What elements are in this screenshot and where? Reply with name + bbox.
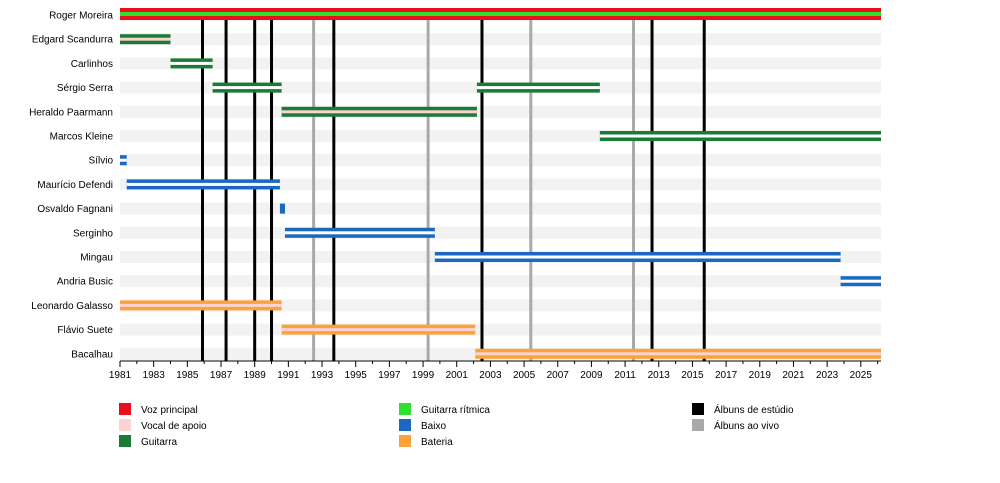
vocal-bar bbox=[120, 16, 881, 20]
member-name-label: Leonardo Galasso bbox=[31, 301, 113, 312]
member-name-label: Sílvio bbox=[89, 156, 114, 167]
row-band bbox=[120, 202, 881, 215]
row-band bbox=[120, 323, 881, 336]
x-tick-label: 1989 bbox=[244, 370, 267, 381]
row-band bbox=[120, 299, 881, 312]
row-band bbox=[120, 275, 881, 288]
row-band bbox=[120, 33, 881, 46]
backing-vocal-stripe bbox=[281, 328, 476, 332]
x-tick-label: 2023 bbox=[816, 370, 839, 381]
backing-vocal-stripe bbox=[120, 37, 171, 41]
backing-vocal-stripe bbox=[281, 110, 477, 114]
legend-label: Voz principal bbox=[141, 405, 198, 416]
vocal-bar bbox=[120, 8, 881, 12]
x-tick-label: 1983 bbox=[143, 370, 166, 381]
member-name-label: Bacalhau bbox=[71, 349, 113, 360]
x-tick-label: 2001 bbox=[446, 370, 469, 381]
bar-gap-stripe bbox=[170, 61, 213, 65]
x-tick-label: 2015 bbox=[681, 370, 704, 381]
x-tick-label: 2011 bbox=[614, 370, 636, 381]
member-name-label: Edgard Scandurra bbox=[32, 35, 114, 46]
legend-swatch-drums bbox=[399, 435, 411, 447]
member-name-label: Roger Moreira bbox=[49, 11, 113, 22]
legend-swatch-studio bbox=[692, 403, 704, 415]
legend-swatch-rhythm bbox=[399, 403, 411, 415]
x-tick-label: 1999 bbox=[412, 370, 435, 381]
bar-gap-stripe bbox=[599, 134, 881, 138]
member-name-label: Mingau bbox=[80, 253, 113, 264]
legend: Voz principal Vocal de apoio Guitarra Guita… bbox=[119, 403, 794, 448]
member-bars bbox=[120, 8, 881, 359]
member-name-label: Maurício Defendi bbox=[37, 180, 113, 191]
member-labels: Roger Moreira Edgard Scandurra Carlinhos Sé… bbox=[29, 11, 113, 361]
legend-label: Álbuns ao vivo bbox=[714, 419, 779, 432]
member-name-label: Heraldo Paarmann bbox=[29, 107, 113, 118]
bar-gap-stripe bbox=[212, 86, 282, 90]
bar-gap-stripe bbox=[840, 279, 881, 283]
x-tick-label: 2021 bbox=[782, 370, 805, 381]
x-tick-label: 1993 bbox=[311, 370, 334, 381]
legend-label: Guitarra bbox=[141, 437, 178, 448]
legend-swatch-guitar bbox=[119, 435, 131, 447]
x-tick-label: 2025 bbox=[850, 370, 873, 381]
legend-swatch-live bbox=[692, 419, 704, 431]
x-tick-label: 1987 bbox=[210, 370, 233, 381]
row-band bbox=[120, 105, 881, 118]
member-name-label: Osvaldo Fagnani bbox=[37, 204, 113, 215]
x-tick-label: 2017 bbox=[715, 370, 738, 381]
legend-swatch-backing bbox=[119, 419, 131, 431]
bass-bar bbox=[279, 203, 285, 214]
member-name-label: Flávio Suete bbox=[57, 325, 113, 336]
x-tick-label: 2019 bbox=[749, 370, 772, 381]
legend-swatch-bass bbox=[399, 419, 411, 431]
x-axis: 1981 1983 1985 1987 1989 1991 1993 1995 1997 1999… bbox=[109, 360, 881, 381]
bar-gap-stripe bbox=[120, 158, 127, 162]
member-name-label: Carlinhos bbox=[71, 59, 113, 70]
row-band bbox=[120, 154, 881, 167]
x-tick-label: 1995 bbox=[345, 370, 368, 381]
legend-label: Vocal de apoio bbox=[141, 421, 207, 432]
backing-vocal-stripe bbox=[475, 352, 881, 356]
album-lines bbox=[200, 20, 706, 361]
legend-label: Guitarra rítmica bbox=[421, 405, 490, 416]
x-tick-label: 2009 bbox=[580, 370, 603, 381]
x-tick-label: 1985 bbox=[176, 370, 199, 381]
row-band bbox=[120, 178, 881, 191]
member-name-label: Andria Busic bbox=[57, 277, 113, 288]
bar-gap-stripe bbox=[126, 182, 280, 186]
member-name-label: Marcos Kleine bbox=[50, 132, 114, 143]
member-name-label: Serginho bbox=[73, 228, 113, 239]
bar-gap-stripe bbox=[434, 255, 841, 259]
x-tick-label: 1991 bbox=[277, 370, 300, 381]
x-tick-label: 2013 bbox=[648, 370, 671, 381]
row-band bbox=[120, 226, 881, 239]
x-tick-label: 2003 bbox=[479, 370, 502, 381]
rhythm-guitar-bar bbox=[120, 12, 881, 16]
bar-gap-stripe bbox=[284, 231, 435, 235]
backing-vocal-stripe bbox=[120, 303, 282, 307]
bar-gap-stripe bbox=[476, 86, 600, 90]
x-tick-label: 1981 bbox=[109, 370, 132, 381]
legend-swatch-vocal bbox=[119, 403, 131, 415]
row-band bbox=[120, 57, 881, 70]
legend-label: Bateria bbox=[421, 437, 453, 448]
x-tick-label: 2005 bbox=[513, 370, 536, 381]
legend-label: Álbuns de estúdio bbox=[714, 403, 794, 416]
legend-label: Baixo bbox=[421, 421, 446, 432]
member-name-label: Sérgio Serra bbox=[57, 83, 114, 94]
x-tick-label: 2007 bbox=[547, 370, 570, 381]
x-tick-label: 1997 bbox=[378, 370, 401, 381]
